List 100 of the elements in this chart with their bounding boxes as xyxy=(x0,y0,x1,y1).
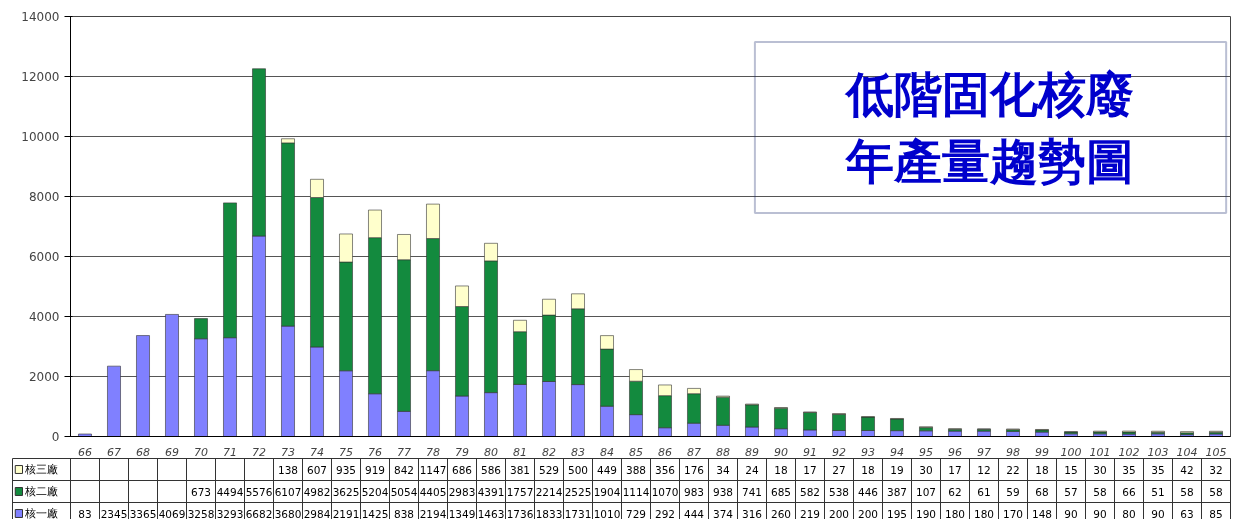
data-label: 316 xyxy=(741,507,763,519)
data-label: 3625 xyxy=(332,485,360,498)
data-label: 673 xyxy=(190,485,212,498)
data-label: 446 xyxy=(857,485,879,498)
x-tick-label: 76 xyxy=(368,445,382,459)
data-label: 58 xyxy=(1093,485,1107,498)
legend-label: 核一廠 xyxy=(23,507,58,519)
data-label: 2194 xyxy=(419,507,447,519)
x-tick-label: 90 xyxy=(774,445,788,459)
data-label: 919 xyxy=(364,463,386,476)
data-label: 59 xyxy=(1006,485,1020,498)
data-label: 57 xyxy=(1064,485,1078,498)
x-tick-label: 81 xyxy=(513,445,527,459)
data-label: 138 xyxy=(277,463,299,476)
data-label: 58 xyxy=(1180,485,1194,498)
data-label: 12 xyxy=(977,463,991,476)
data-label: 83 xyxy=(78,507,92,519)
x-tick-label: 105 xyxy=(1205,445,1227,459)
x-tick-label: 87 xyxy=(687,445,701,459)
x-tick-label: 74 xyxy=(310,445,324,459)
data-label: 61 xyxy=(977,485,991,498)
x-tick-label: 85 xyxy=(629,445,643,459)
x-tick-label: 75 xyxy=(339,445,353,459)
data-label: 292 xyxy=(654,507,676,519)
data-label: 4391 xyxy=(477,485,505,498)
data-label: 2984 xyxy=(303,507,331,519)
data-label: 387 xyxy=(886,485,908,498)
data-label: 1147 xyxy=(419,463,447,476)
data-label: 388 xyxy=(625,463,647,476)
data-label: 200 xyxy=(857,507,879,519)
x-tick-label: 79 xyxy=(455,445,469,459)
data-label: 529 xyxy=(538,463,560,476)
data-label: 838 xyxy=(393,507,415,519)
data-label: 85 xyxy=(1209,507,1223,519)
data-label: 80 xyxy=(1122,507,1136,519)
data-label: 30 xyxy=(1093,463,1107,476)
data-label: 27 xyxy=(832,463,846,476)
x-tick-label: 73 xyxy=(281,445,295,459)
data-label: 6107 xyxy=(274,485,302,498)
data-label: 18 xyxy=(861,463,875,476)
data-label: 5054 xyxy=(390,485,418,498)
data-label: 176 xyxy=(683,463,705,476)
x-tick-label: 103 xyxy=(1147,445,1169,459)
data-label: 3258 xyxy=(187,507,215,519)
data-label: 2191 xyxy=(332,507,360,519)
y-tick-label: 14000 xyxy=(21,10,60,24)
legend-label: 核三廠 xyxy=(23,463,58,476)
y-tick-label: 12000 xyxy=(21,70,60,84)
x-tick-label: 71 xyxy=(223,445,237,459)
data-label: 148 xyxy=(1031,507,1053,519)
data-label: 51 xyxy=(1151,485,1165,498)
data-label: 582 xyxy=(799,485,821,498)
x-tick-label: 102 xyxy=(1118,445,1140,459)
data-label: 1904 xyxy=(593,485,621,498)
text: 低階固化核廢年產量趨勢圖 xyxy=(843,65,1134,190)
x-tick-label: 93 xyxy=(861,445,875,459)
data-label: 374 xyxy=(712,507,734,519)
data-label: 6682 xyxy=(245,507,273,519)
data-label: 18 xyxy=(774,463,788,476)
y-tick-label: 6000 xyxy=(28,250,60,264)
data-label: 500 xyxy=(567,463,589,476)
data-label: 586 xyxy=(480,463,502,476)
data-label: 1833 xyxy=(535,507,563,519)
x-tick-label: 88 xyxy=(716,445,730,459)
x-tick-label: 94 xyxy=(890,445,904,459)
data-label: 4069 xyxy=(158,507,186,519)
data-label: 1757 xyxy=(506,485,534,498)
data-label: 741 xyxy=(741,485,763,498)
data-label: 68 xyxy=(1035,485,1049,498)
x-tick-label: 83 xyxy=(571,445,585,459)
data-label: 66 xyxy=(1122,485,1136,498)
data-label: 1463 xyxy=(477,507,505,519)
x-tick-label: 97 xyxy=(977,445,991,459)
data-label: 17 xyxy=(948,463,962,476)
data-label: 190 xyxy=(915,507,937,519)
x-tick-label: 92 xyxy=(832,445,846,459)
x-tick-label: 82 xyxy=(542,445,556,459)
y-tick-label: 8000 xyxy=(28,190,60,204)
data-label: 63 xyxy=(1180,507,1194,519)
data-label: 983 xyxy=(683,485,705,498)
x-tick-label: 99 xyxy=(1035,445,1049,459)
data-label: 3293 xyxy=(216,507,244,519)
data-label: 18 xyxy=(1035,463,1049,476)
legend-label: 核二廠 xyxy=(23,485,58,498)
data-label: 15 xyxy=(1064,463,1078,476)
data-label: 3680 xyxy=(274,507,302,519)
x-tick-label: 78 xyxy=(426,445,440,459)
x-tick-label: 69 xyxy=(165,445,179,459)
x-tick-label: 100 xyxy=(1060,445,1082,459)
data-label: 1731 xyxy=(564,507,592,519)
x-tick-label: 86 xyxy=(658,445,672,459)
data-label: 935 xyxy=(335,463,357,476)
data-label: 607 xyxy=(306,463,328,476)
data-label: 90 xyxy=(1064,507,1078,519)
x-tick-label: 68 xyxy=(136,445,150,459)
data-label: 1349 xyxy=(448,507,476,519)
data-label: 1425 xyxy=(361,507,389,519)
data-label: 22 xyxy=(1006,463,1020,476)
data-label: 180 xyxy=(973,507,995,519)
data-label: 35 xyxy=(1151,463,1165,476)
